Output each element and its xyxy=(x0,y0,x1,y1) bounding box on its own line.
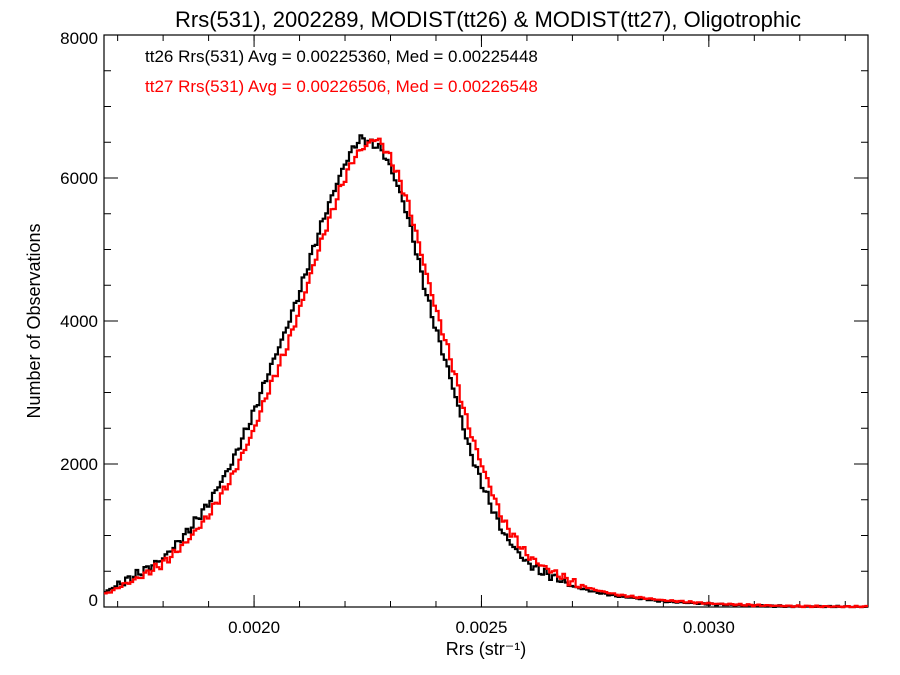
x-axis-label: Rrs (str⁻¹) xyxy=(446,639,526,659)
legend-entry-tt27: tt27 Rrs(531) Avg = 0.00226506, Med = 0.… xyxy=(145,77,538,96)
series-line-tt27 xyxy=(104,137,868,609)
y-axis-label: Number of Observations xyxy=(24,223,44,418)
y-tick-label: 8000 xyxy=(60,29,98,48)
plot-area-frame xyxy=(103,34,869,608)
x-tick-label: 0.0020 xyxy=(228,618,280,637)
chart-title: Rrs(531), 2002289, MODIST(tt26) & MODIST… xyxy=(175,7,801,32)
x-tick-label: 0.0030 xyxy=(683,618,735,637)
y-tick-label: 4000 xyxy=(60,312,98,331)
series-line-tt26 xyxy=(104,134,868,609)
series-layer xyxy=(104,134,868,609)
x-tick-label: 0.0025 xyxy=(455,618,507,637)
legend-entry-tt26: tt26 Rrs(531) Avg = 0.00225360, Med = 0.… xyxy=(145,47,538,66)
y-tick-label: 0 xyxy=(89,591,98,610)
axis-ticks: 0.0020 0.0025 0.0030 0 2000 4000 6000 8000 xyxy=(60,29,868,637)
y-tick-label: 6000 xyxy=(60,169,98,188)
legend: tt26 Rrs(531) Avg = 0.00225360, Med = 0.… xyxy=(145,47,538,96)
y-tick-label: 2000 xyxy=(60,455,98,474)
